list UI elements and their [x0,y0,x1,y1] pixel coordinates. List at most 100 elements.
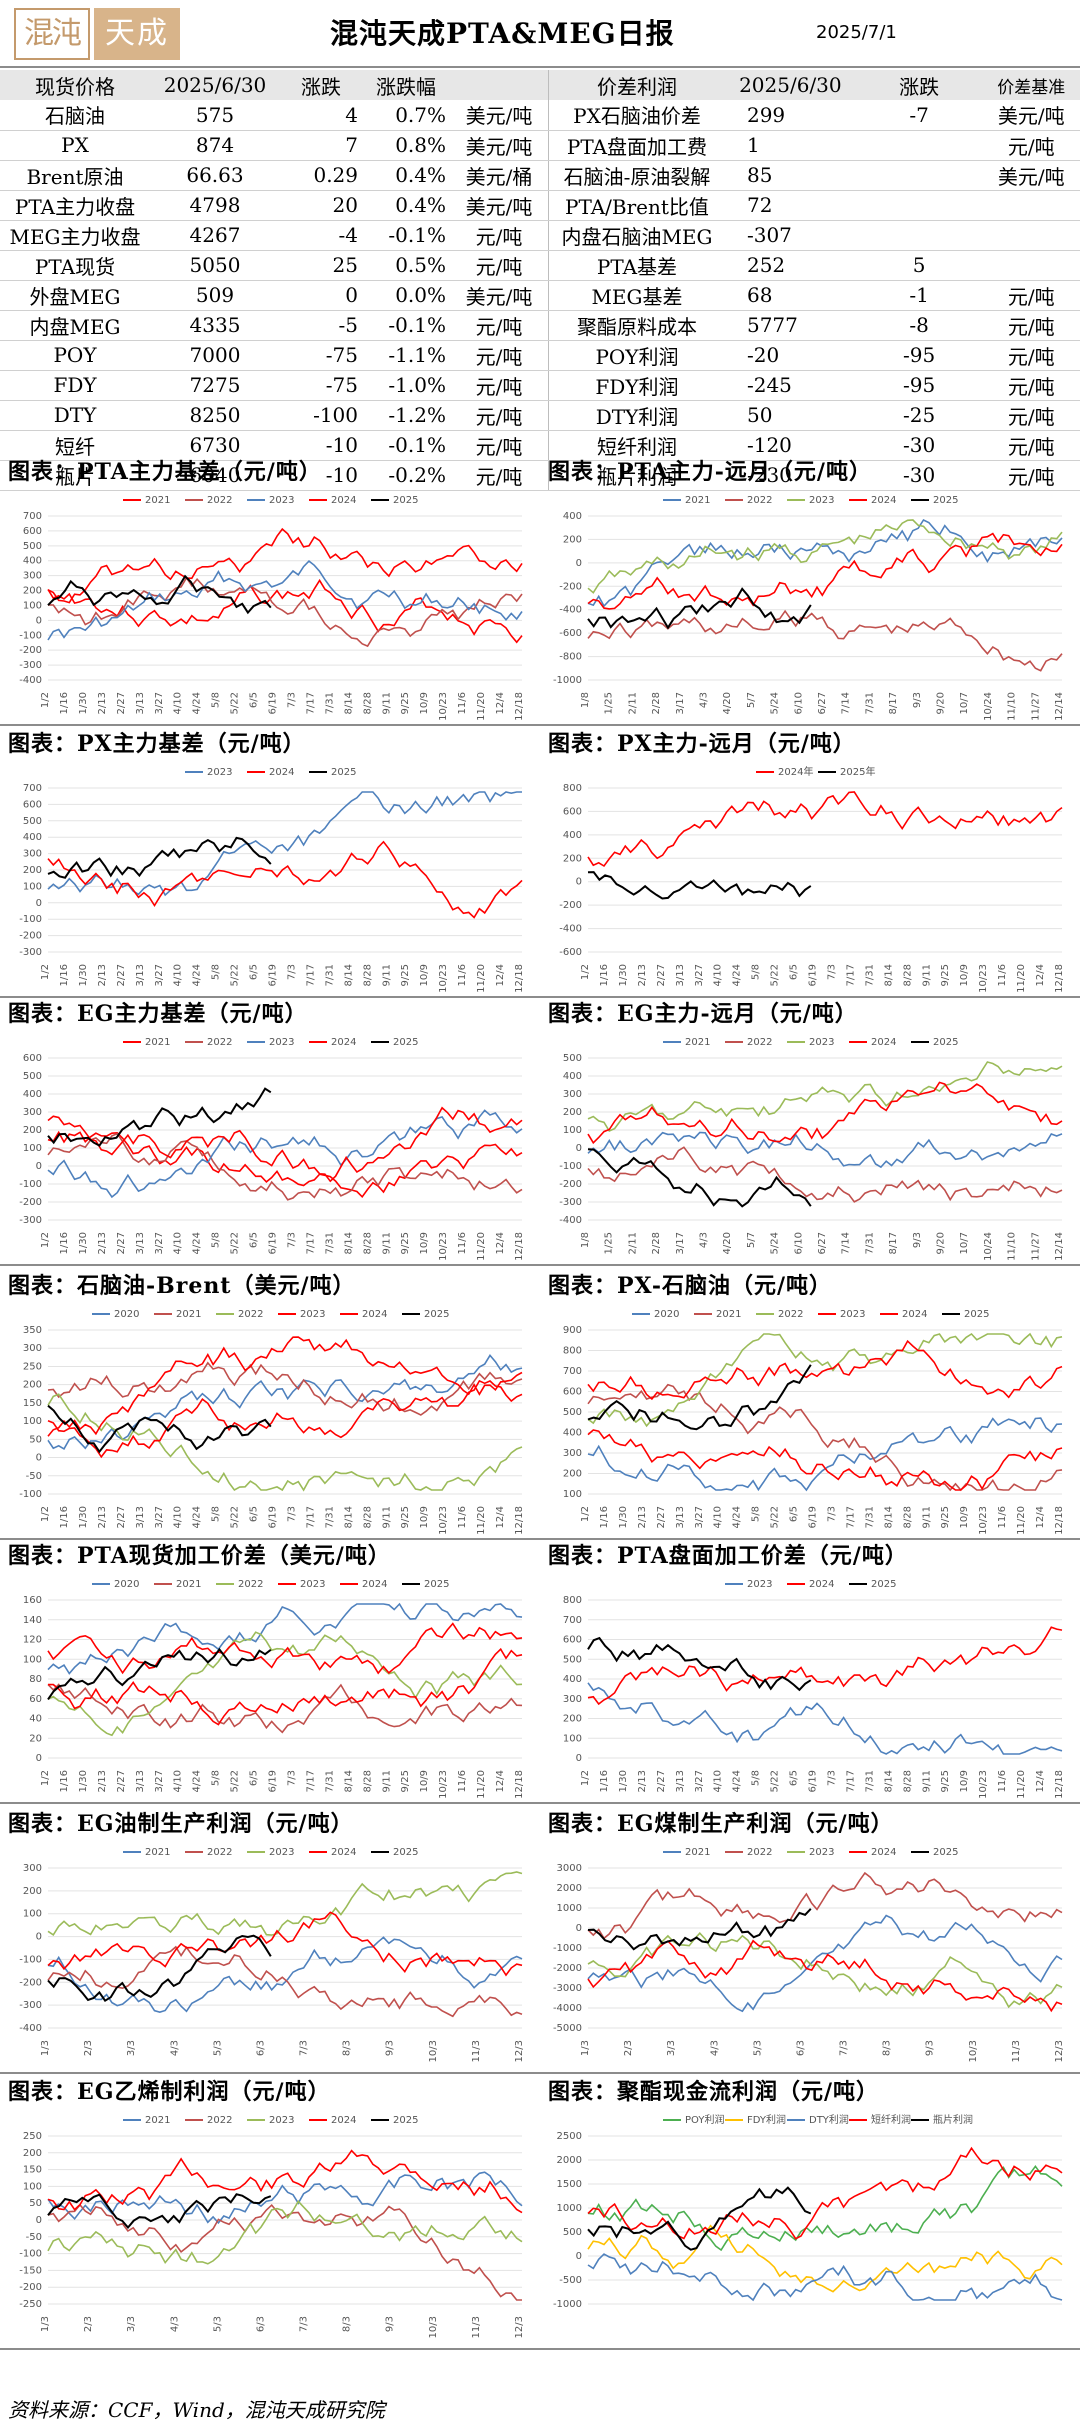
x-tick-label: 10/9 [419,1770,430,1792]
chart-svg: 2020 2021 2022 2023 2024 2025 900 800 700 600 500 4… [563,1309,1065,1535]
x-tick-label: 8/14 [883,964,894,986]
table-cell: 0 [345,283,358,307]
table-cell: -120 [746,433,792,457]
legend-entry: 2025 [424,1309,449,1320]
series-line [587,1636,812,1692]
x-tick-label: 2/28 [651,692,662,714]
legend-entry: DTY利润 [809,2113,849,2126]
x-tick-label: 11/10 [1007,692,1018,721]
series-line [47,2200,523,2265]
x-tick-label: 6/5 [789,1770,800,1786]
x-tick-label: 6/27 [817,692,828,714]
x-tick-label: 4/3 [169,2316,180,2332]
x-tick-label: 1/30 [78,692,89,714]
y-tick-label: -200 [19,2282,42,2293]
x-tick-label: 8/14 [343,1232,354,1254]
y-tick-label: 80 [29,1674,42,1685]
x-tick-label: 7/3 [286,692,297,708]
x-tick-label: 11/6 [997,964,1008,986]
table-row: PX 874 7 0.8% 美元/吨 [0,130,548,160]
col-header [450,70,548,100]
series-line [47,791,522,897]
x-tick-label: 5/3 [212,2040,223,2056]
y-tick-label: 800 [563,1346,582,1357]
x-tick-label: 5/22 [770,1506,781,1528]
y-tick-label: 100 [23,1416,42,1427]
x-tick-label: 8/28 [362,1506,373,1528]
series-line [587,1081,1063,1145]
x-tick-label: 9/11 [381,1506,392,1528]
x-tick-label: 9/11 [381,692,392,714]
table-cell: -0.1% [388,313,446,337]
x-tick-label: 9/3 [925,2040,936,2056]
y-tick-label: 300 [563,1089,582,1100]
legend-entry: 2020 [114,1579,139,1590]
x-tick-label: 11/27 [1030,1232,1041,1261]
series-line [587,1332,1063,1428]
table-cell: 8250 [189,403,241,427]
table-cell: 元/吨 [475,254,523,279]
y-tick-label: -300 [19,660,42,671]
x-tick-label: 12/3 [514,2040,525,2062]
legend-entry: 2023 [300,1309,325,1320]
y-tick-label: -100 [19,2249,42,2260]
x-tick-label: 12/18 [1054,964,1065,993]
series-line [587,519,1063,594]
x-tick-label: 3/27 [154,964,165,986]
x-tick-label: 11/3 [471,2316,482,2338]
series-line [47,1361,523,1416]
x-tick-label: 8/3 [882,2040,893,2056]
y-tick-label: 100 [23,600,42,611]
x-tick-label: 5/22 [770,964,781,986]
x-tick-label: 5/3 [212,2316,223,2332]
x-tick-label: 9/25 [400,1232,411,1254]
y-tick-label: -4000 [553,2003,582,2014]
series-line [587,1871,1063,1940]
table-cell: 66.63 [186,163,244,187]
y-tick-label: 200 [23,1380,42,1391]
x-tick-label: 3/13 [675,964,686,986]
series-line [47,1404,272,1454]
table-cell: 874 [195,133,235,157]
x-tick-label: 10/23 [978,964,989,993]
x-tick-label: 9/11 [381,964,392,986]
y-tick-label: 600 [563,1635,582,1646]
table-cell: Brent原油 [26,164,124,189]
x-tick-label: 10/3 [968,2040,979,2062]
table-cell: 4267 [189,223,241,247]
x-tick-label: 1/2 [40,964,51,980]
x-tick-label: 1/8 [580,692,591,708]
y-tick-label: 200 [563,853,582,864]
x-tick-label: 4/3 [169,2040,180,2056]
y-tick-label: 300 [23,1863,42,1874]
x-tick-label: 10/7 [959,1232,970,1254]
x-tick-label: 3/3 [666,2040,677,2056]
table-cell: 元/吨 [1007,344,1055,369]
y-tick-label: 200 [23,1886,42,1897]
x-tick-label: 5/8 [751,964,762,980]
legend-entry: 2024 [331,1037,356,1048]
y-tick-label: 200 [23,586,42,597]
table-cell: 美元/吨 [465,104,533,129]
x-tick-label: 5/24 [770,1232,781,1254]
y-tick-label: 200 [563,534,582,545]
x-tick-label: 8/3 [342,2316,353,2332]
x-tick-label: 2/13 [97,1506,108,1528]
table-cell: 4 [345,102,358,127]
chart-area: POY利润 FDY利润 DTY利润 短纤利润 瓶片利润 2500 2000 1500 1000 5… [540,2108,1080,2350]
table-cell: 4335 [189,313,241,337]
x-tick-label: 8/14 [343,964,354,986]
table-cell: 美元/吨 [997,104,1065,129]
x-tick-label: 7/31 [324,1770,335,1792]
table-row: PTA现货 5050 25 0.5% 元/吨 [0,250,548,280]
x-tick-label: 4/24 [732,1506,743,1528]
y-tick-label: 400 [23,832,42,843]
spread-profit-table: 价差利润 2025/6/30 涨跌 价差基准 PX石脑油价差 299 -7 美元/吨 P… [548,70,1080,491]
legend-entry: 2023 [809,1847,834,1858]
chart-svg: 2021 2022 2023 2024 2025 600 500 400 300 200 100 0 -… [19,1037,525,1261]
table-cell: 68 [746,283,773,307]
x-tick-label: 5/8 [751,1506,762,1522]
legend-entry: 2023 [269,495,294,506]
x-tick-label: 10/7 [959,692,970,714]
table-cell: 短纤利润 [596,434,677,459]
